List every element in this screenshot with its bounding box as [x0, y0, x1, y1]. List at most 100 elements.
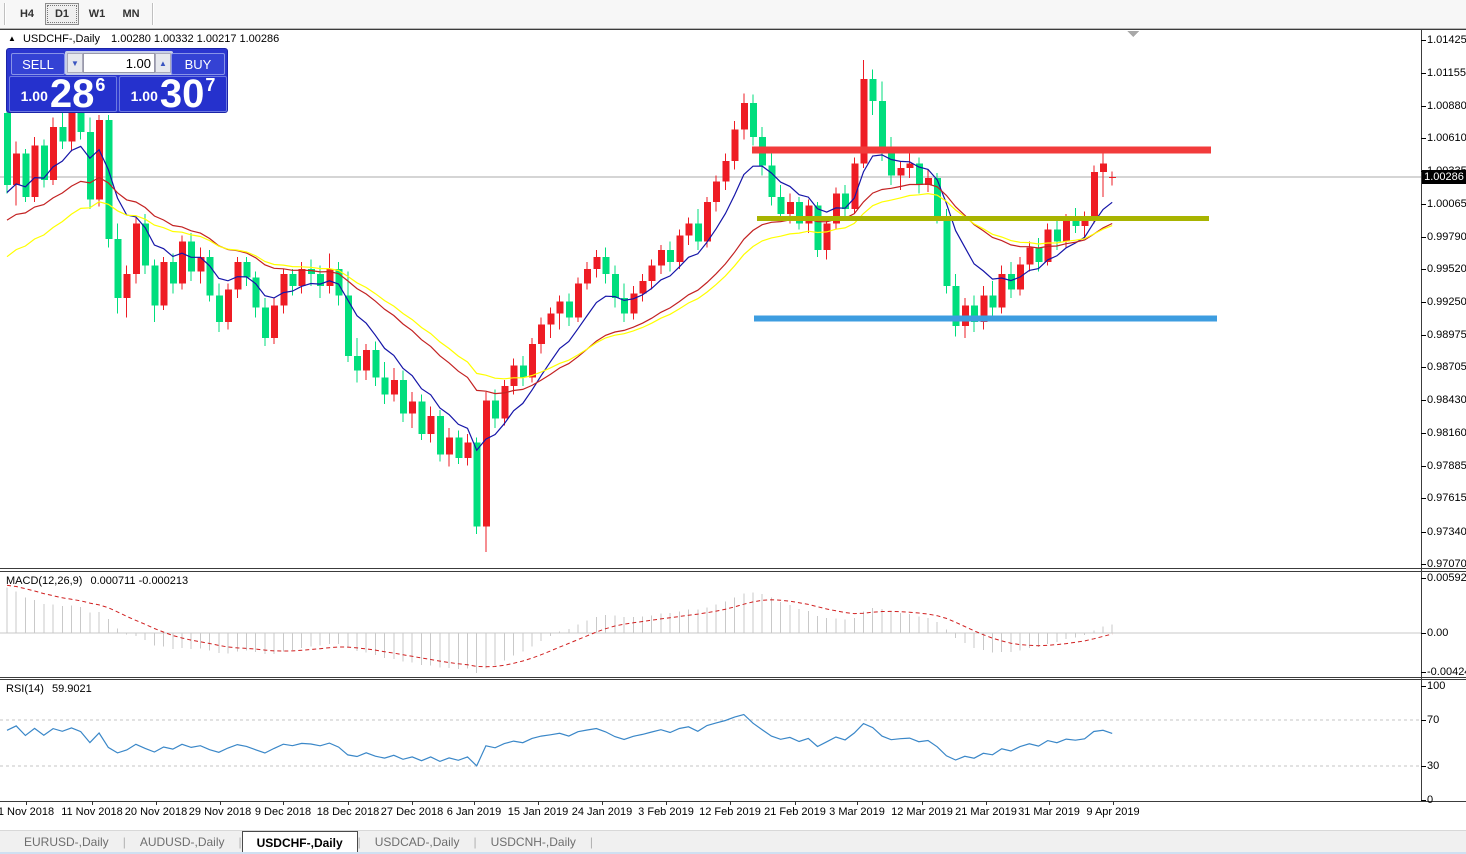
bid-big-digits: 28 [49, 72, 95, 116]
date-axis-label: 18 Dec 2018 [316, 806, 380, 818]
volume-decrease-button[interactable]: ▼ [67, 53, 83, 73]
rsi-axis-tick [1421, 720, 1426, 722]
macd-axis-value: 0.00 [1427, 627, 1449, 639]
price-chart-pane[interactable] [0, 30, 1421, 568]
price-axis-tick [1421, 367, 1426, 369]
timeframe-button-mn[interactable]: MN [122, 8, 140, 20]
macd-histogram [6, 587, 1113, 674]
candle-body [565, 301, 573, 318]
candle-body [400, 379, 408, 414]
candle-body [418, 401, 426, 435]
date-axis-label: 29 Nov 2018 [188, 806, 252, 818]
rsi-name: RSI(14) [6, 683, 44, 695]
chart-tab-usdcad[interactable]: USDCAD-,Daily [374, 835, 460, 849]
date-axis-tick [986, 801, 987, 805]
price-axis-tick [1421, 498, 1426, 500]
candle-body [1035, 247, 1043, 262]
candle-body [768, 165, 776, 198]
candle-body [280, 274, 288, 306]
candle-body [31, 145, 39, 198]
candle-body [4, 112, 11, 185]
price-axis-value: 0.98975 [1427, 328, 1466, 341]
candle-body [851, 163, 859, 210]
macd-signal-line [6, 584, 1113, 668]
price-axis-value: 0.97885 [1427, 459, 1466, 472]
candle-body [621, 298, 629, 314]
chart-symbol-label: USDCHF-,Daily [22, 33, 100, 45]
chart-shift-marker[interactable] [1127, 31, 1139, 37]
bid-price-button[interactable]: 1.00 28 6 [9, 72, 117, 116]
volume-increase-button[interactable]: ▲ [155, 53, 171, 73]
candle-body [971, 305, 979, 323]
chart-tab-bar: EURUSD-,Daily | AUDUSD-,Daily | USDCHF-,Dail… [0, 830, 1466, 853]
candle-body [934, 177, 942, 217]
chart-ohlc-values: 1.00280 1.00332 1.00217 1.00286 [111, 33, 280, 45]
candle-body [961, 305, 969, 326]
candle-body [823, 223, 831, 250]
candle-body [86, 132, 94, 200]
candle-body [703, 201, 711, 242]
date-axis-label: 15 Jan 2019 [507, 806, 569, 818]
ask-price-button[interactable]: 1.00 30 7 [119, 74, 227, 114]
candle-body [178, 241, 186, 284]
candle-body [289, 274, 297, 287]
pane-divider[interactable] [0, 571, 1466, 572]
chart-tab-eurusd[interactable]: EURUSD-,Daily [24, 835, 109, 849]
price-axis-value: 0.98160 [1427, 426, 1466, 439]
chart-tab-audusd[interactable]: AUDUSD-,Daily [139, 835, 225, 849]
candle-body [482, 400, 490, 527]
price-axis-separator [1421, 29, 1422, 801]
candle-body [261, 307, 269, 338]
ma-slow-yellow [6, 192, 1113, 380]
candle-body [501, 385, 509, 419]
pane-divider[interactable] [0, 679, 1466, 680]
rsi-value: 59.9021 [51, 683, 92, 695]
candle-body [897, 168, 905, 176]
price-axis-tick [1421, 400, 1426, 402]
candle-body [335, 269, 343, 296]
price-axis-value: 0.97615 [1427, 492, 1466, 505]
rsi-indicator-pane[interactable] [0, 680, 1421, 801]
buy-button[interactable]: BUY [171, 53, 225, 75]
date-axis-label: 9 Apr 2019 [1086, 806, 1140, 818]
candle-body [878, 100, 886, 152]
ma-mid-red [6, 176, 1113, 395]
collapse-trade-panel-icon[interactable]: ▲ [8, 34, 16, 43]
macd-axis-value: -0.004241 [1427, 666, 1466, 678]
candle-body [40, 145, 48, 181]
chart-tab-usdchf[interactable]: USDCHF-,Daily [241, 831, 358, 853]
volume-input[interactable] [83, 53, 155, 73]
candle-body [648, 265, 656, 282]
candle-body [372, 349, 380, 378]
macd-indicator-pane[interactable] [0, 572, 1421, 677]
timeframe-button-h4[interactable]: H4 [19, 8, 35, 20]
timeframe-buttons: H4 D1 W1 MN [10, 3, 148, 25]
candle-body [22, 153, 30, 198]
candle-body [317, 274, 325, 287]
candle-body [611, 274, 619, 299]
date-axis-label: 9 Dec 2018 [254, 806, 312, 818]
price-axis-tick [1421, 465, 1426, 467]
price-axis-tick [1421, 203, 1426, 205]
timeframe-button-d1[interactable]: D1 [45, 3, 79, 25]
macd-label: MACD(12,26,9) 0.000711 -0.000213 [6, 575, 188, 587]
candle-body [796, 201, 804, 224]
rsi-axis-value: 70 [1427, 714, 1440, 727]
price-axis-value: 0.99250 [1427, 295, 1466, 308]
date-axis-label: 24 Jan 2019 [571, 806, 633, 818]
price-axis-tick [1421, 531, 1426, 533]
candle-body [307, 269, 315, 275]
date-axis-tick [412, 801, 413, 805]
candle-body [842, 193, 850, 210]
candle-body [786, 201, 794, 214]
chart-tab-usdcnh[interactable]: USDCNH-,Daily [490, 835, 576, 849]
candle-body [381, 377, 389, 395]
price-axis-tick [1421, 269, 1426, 271]
date-axis-tick [283, 801, 284, 805]
date-axis-label: 6 Jan 2019 [446, 806, 502, 818]
sell-button[interactable]: SELL [11, 53, 65, 75]
timeframe-button-w1[interactable]: W1 [88, 8, 106, 20]
candle-body [538, 324, 546, 344]
candle-body [123, 274, 131, 299]
candle-body [427, 416, 435, 435]
